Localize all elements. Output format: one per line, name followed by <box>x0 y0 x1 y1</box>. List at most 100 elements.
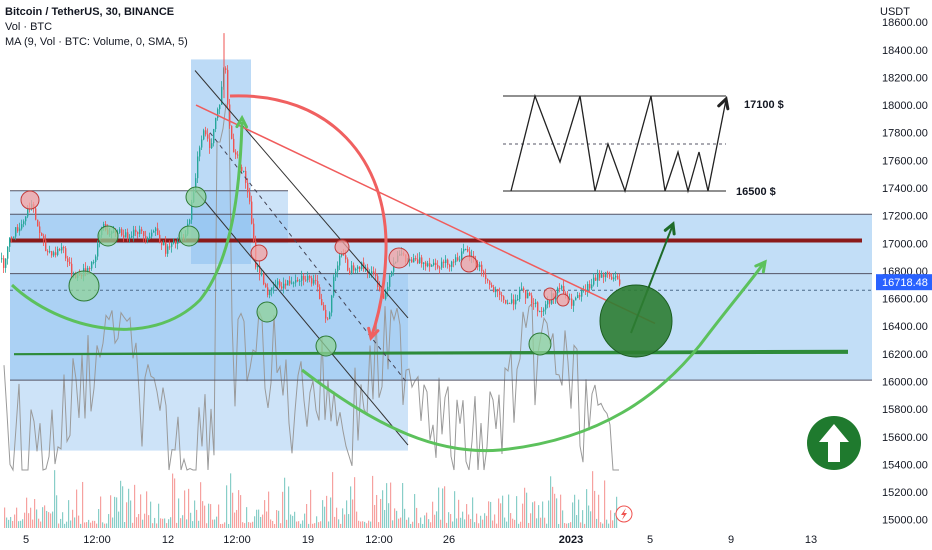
candle <box>335 271 337 277</box>
volume-bar <box>30 507 32 528</box>
green-marker-circle[interactable] <box>178 225 200 247</box>
candle <box>543 309 545 312</box>
volume-bar <box>404 508 406 528</box>
candle <box>271 287 273 291</box>
candle <box>455 257 457 263</box>
target-circle[interactable] <box>599 284 673 358</box>
volume-bar <box>280 523 282 528</box>
volume-bar <box>230 473 232 528</box>
candle <box>457 257 459 261</box>
volume-bar <box>28 513 30 528</box>
volume-bar <box>86 522 88 528</box>
volume-bar <box>422 523 424 528</box>
red-trendline[interactable] <box>195 104 656 325</box>
volume-bar <box>102 522 104 528</box>
volume-bar <box>246 507 248 528</box>
volume-bar <box>594 490 596 528</box>
candle <box>349 270 351 274</box>
volume-bar <box>168 519 170 528</box>
candle <box>419 257 421 264</box>
price-tag[interactable] <box>876 274 932 291</box>
breakout-arrow-head[interactable] <box>663 221 676 236</box>
red-marker-circle[interactable] <box>388 247 410 269</box>
candle <box>9 237 11 247</box>
volume-bar <box>84 522 86 528</box>
volume-bar <box>536 518 538 528</box>
red-marker-circle[interactable] <box>556 293 570 307</box>
volume-bar <box>204 505 206 528</box>
green-marker-circle[interactable] <box>256 301 278 323</box>
pattern-zigzag[interactable] <box>510 93 727 194</box>
volume-bar <box>214 519 216 528</box>
red-marker-circle[interactable] <box>334 239 350 255</box>
volume-bar <box>374 504 376 528</box>
symbol-title[interactable]: Bitcoin / TetherUS, 30, BINANCE <box>5 6 175 18</box>
y-tick-label: 18000.00 <box>882 100 928 112</box>
candle <box>15 227 17 237</box>
green-left-curve[interactable] <box>10 121 244 331</box>
volume-bar <box>10 516 12 528</box>
volume-bar <box>108 514 110 528</box>
red-arrow-head[interactable] <box>367 326 380 342</box>
candle <box>561 285 563 289</box>
volume-bar <box>44 505 46 528</box>
candle <box>353 265 355 271</box>
green-cup-curve[interactable] <box>301 263 765 453</box>
candle <box>331 295 333 313</box>
volume-bar <box>498 498 500 528</box>
channel-lower[interactable] <box>195 190 409 446</box>
volume-bar <box>408 517 410 528</box>
y-tick-label: 18200.00 <box>882 72 928 84</box>
pattern-arrow-head[interactable] <box>717 96 730 111</box>
candle <box>203 130 205 140</box>
volume-bar <box>276 510 278 528</box>
green-marker-circle[interactable] <box>97 225 119 247</box>
red-marker-circle[interactable] <box>460 255 478 273</box>
candle <box>581 290 583 297</box>
green-left-arrow-head[interactable] <box>235 114 248 129</box>
volume-bar <box>418 523 420 528</box>
candle <box>371 271 373 273</box>
candle <box>527 292 529 299</box>
volume-bar <box>266 511 268 528</box>
volume-bar <box>116 497 118 528</box>
candle <box>429 263 431 267</box>
volume-bar <box>310 489 312 528</box>
volume-bar <box>556 498 558 528</box>
red-marker-circle[interactable] <box>20 190 40 210</box>
red-marker-circle[interactable] <box>250 244 268 262</box>
candle <box>533 303 535 305</box>
green-marker-circle[interactable] <box>315 335 337 357</box>
channel-upper[interactable] <box>194 70 409 319</box>
candle <box>319 287 321 300</box>
candle <box>439 267 441 269</box>
candle <box>63 247 65 249</box>
green-cup-arrow-head[interactable] <box>754 259 767 274</box>
lower-zone[interactable] <box>10 273 408 451</box>
candle <box>127 232 129 238</box>
volume-indicator-label[interactable]: Vol · BTC <box>5 21 53 33</box>
volume-bar <box>104 523 106 528</box>
volume-bar <box>114 496 116 528</box>
volume-bar <box>4 507 6 528</box>
volume-bar <box>364 521 366 528</box>
y-tick-label: 15400.00 <box>882 459 928 471</box>
candle <box>197 156 199 179</box>
green-marker-circle[interactable] <box>528 332 552 356</box>
candle <box>435 262 437 265</box>
red-curve-arrow[interactable] <box>229 94 388 339</box>
ma-indicator-label[interactable]: MA (9, Vol · BTC: Volume, 0, SMA, 5) <box>5 36 188 48</box>
candle <box>587 284 589 292</box>
volume-bar <box>328 521 330 528</box>
candle <box>499 291 501 295</box>
candle <box>311 278 313 284</box>
red-marker-circle[interactable] <box>543 287 557 301</box>
green-marker-circle[interactable] <box>68 270 100 302</box>
volume-bar <box>406 519 408 528</box>
volume-bar <box>550 476 552 528</box>
green-marker-circle[interactable] <box>185 186 207 208</box>
y-tick-label: 16600.00 <box>882 294 928 306</box>
volume-bar <box>240 495 242 528</box>
time-axis[interactable] <box>0 528 872 550</box>
